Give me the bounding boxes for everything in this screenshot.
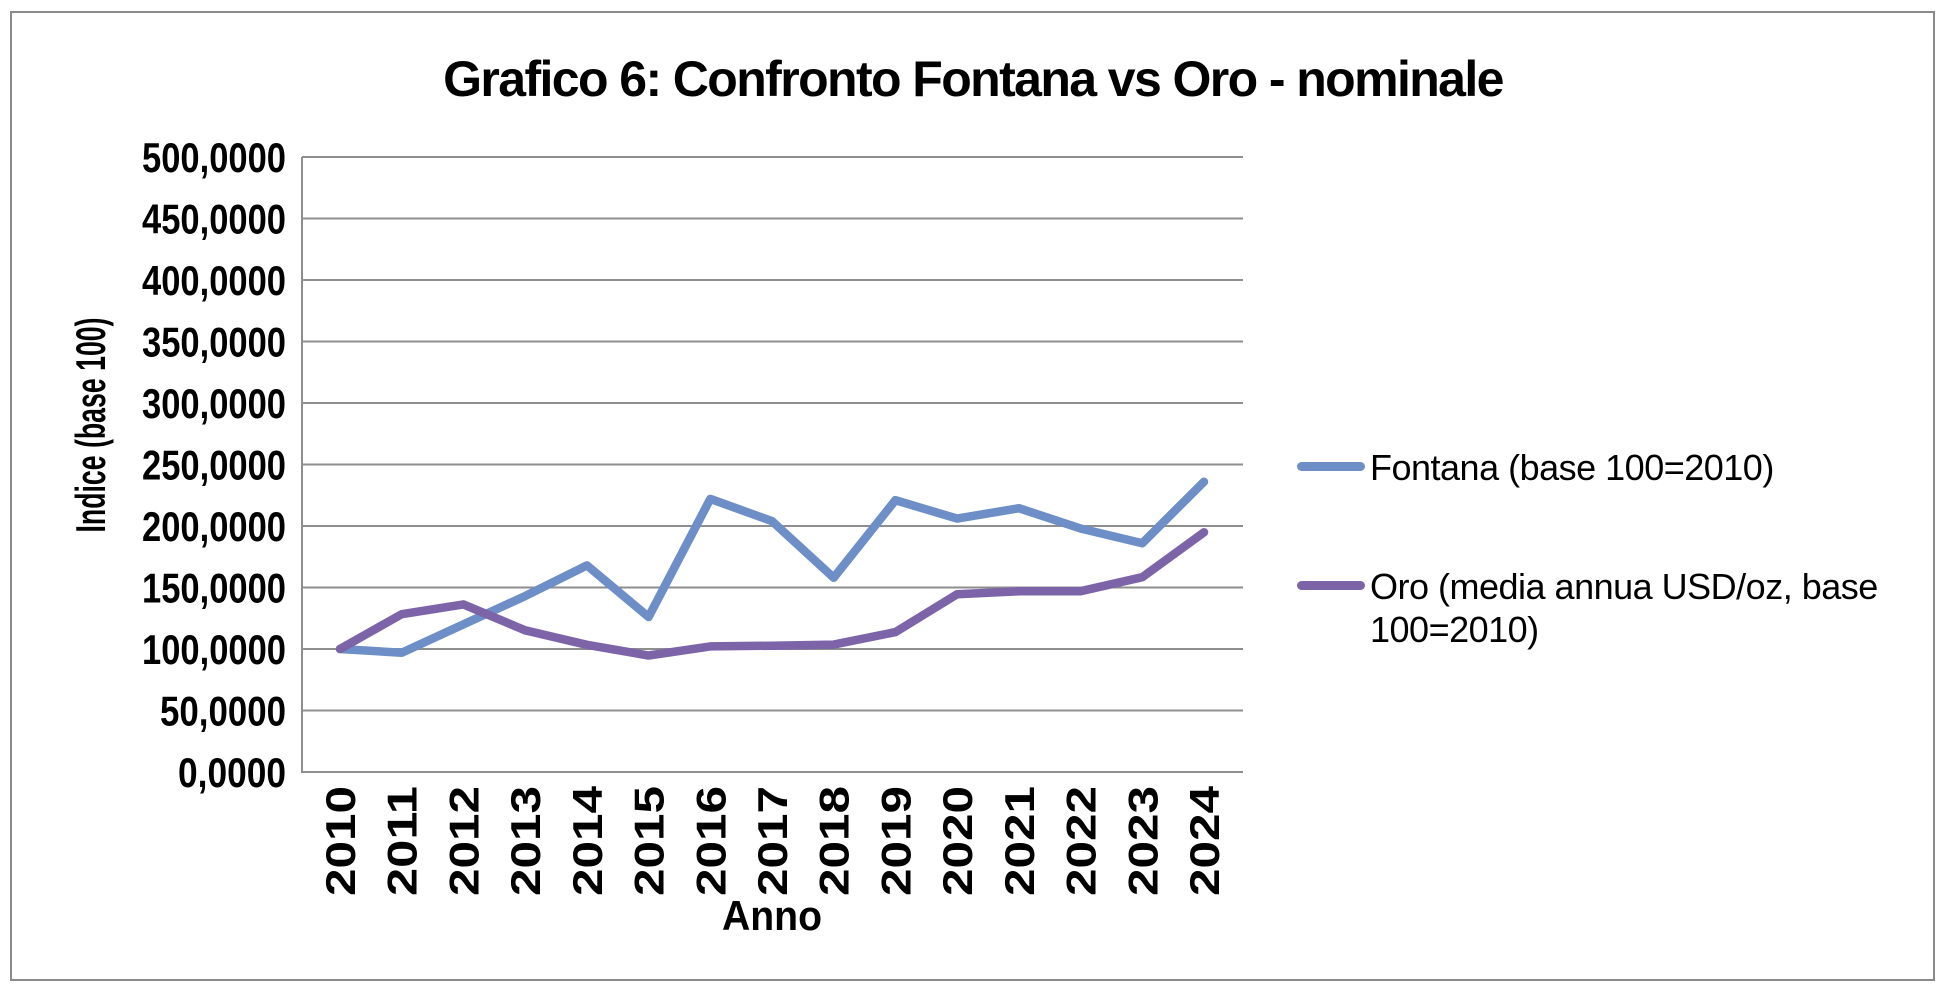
y-tick-label: 500,0000 (142, 134, 286, 181)
x-tick-label: 2020 (934, 786, 981, 896)
y-tick-label: 450,0000 (142, 196, 286, 243)
x-tick-label: 2017 (749, 786, 796, 896)
legend-item-oro[interactable]: Oro (media annua USD/oz, base 100=2010) (1297, 565, 1878, 651)
x-tick-label: 2015 (626, 786, 673, 896)
series-line-oro[interactable] (335, 528, 1209, 660)
legend-line-sample-fontana (1297, 462, 1365, 471)
series-line-fontana[interactable] (335, 477, 1209, 657)
y-tick-label: 300,0000 (142, 380, 286, 427)
y-tick-label: 100,0000 (142, 626, 286, 673)
legend-label-fontana: Fontana (base 100=2010) (1370, 447, 1774, 488)
y-tick-label: 400,0000 (142, 257, 286, 304)
legend-line-sample-oro (1297, 581, 1365, 590)
x-tick-label: 2021 (996, 786, 1043, 896)
x-tick-label: 2019 (872, 786, 919, 896)
x-tick-label: 2023 (1119, 786, 1166, 896)
x-tick-label: 2022 (1058, 786, 1105, 896)
x-tick-label: 2010 (317, 786, 364, 896)
legend-label-oro-line2: 100=2010) (1370, 609, 1539, 650)
chart-title: Grafico 6: Confronto Fontana vs Oro - no… (443, 51, 1504, 107)
x-tick-label: 2011 (379, 786, 426, 896)
x-tick-label: 2018 (811, 786, 858, 896)
legend-item-fontana[interactable]: Fontana (base 100=2010) (1297, 446, 1878, 489)
legend: Fontana (base 100=2010) Oro (media annua… (1297, 446, 1878, 651)
y-axis-label: Indice (base 100) (67, 318, 114, 533)
y-tick-label: 250,0000 (142, 442, 286, 489)
legend-label-oro: Oro (media annua USD/oz, base 100=2010) (1370, 565, 1878, 651)
x-axis-label: Anno (722, 892, 822, 939)
x-tick-label: 2012 (440, 786, 487, 896)
y-tick-label: 200,0000 (142, 503, 286, 550)
x-tick-label: 2024 (1181, 785, 1228, 896)
legend-label-oro-line1: Oro (media annua USD/oz, base (1370, 566, 1878, 607)
y-tick-label: 150,0000 (142, 565, 286, 612)
y-tick-label: 0,0000 (178, 749, 286, 796)
y-tick-label: 350,0000 (142, 319, 286, 366)
x-tick-label: 2016 (687, 786, 734, 896)
x-tick-label: 2013 (502, 786, 549, 896)
y-tick-label: 50,0000 (160, 688, 286, 735)
x-tick-label: 2014 (564, 785, 611, 896)
